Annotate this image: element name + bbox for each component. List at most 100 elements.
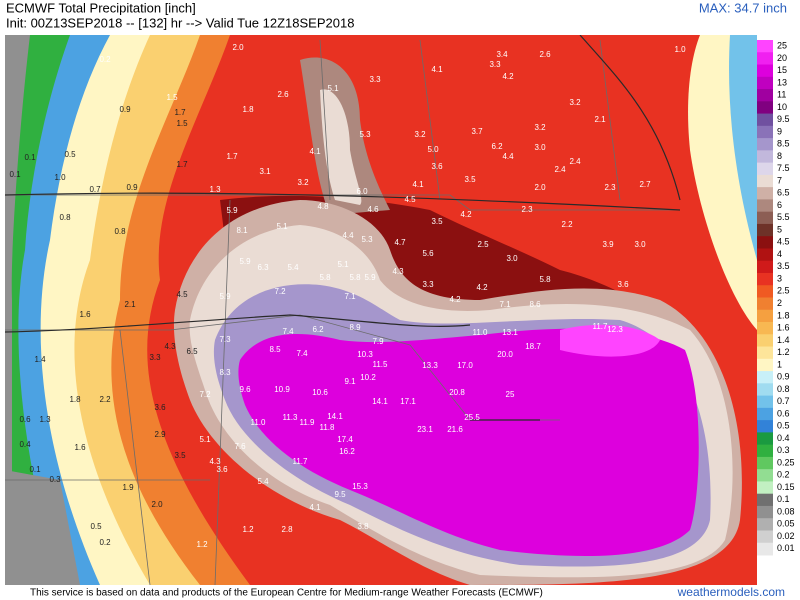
color-swatch bbox=[757, 187, 773, 200]
colorbar-label: 13 bbox=[777, 77, 787, 87]
color-swatch bbox=[757, 407, 773, 421]
color-swatch bbox=[757, 420, 773, 433]
color-swatch bbox=[757, 64, 773, 78]
map-value-label: 17.4 bbox=[337, 435, 353, 444]
map-value-label: 1.5 bbox=[176, 119, 188, 128]
map-value-label: 5.1 bbox=[199, 435, 211, 444]
map-value-label: 0.5 bbox=[64, 150, 76, 159]
colorbar-label: 10 bbox=[777, 102, 787, 112]
map-value-label: 20.8 bbox=[449, 388, 465, 397]
map-value-label: 2.0 bbox=[534, 183, 546, 192]
map-value-label: 5.3 bbox=[359, 130, 371, 139]
map-value-label: 3.5 bbox=[174, 451, 186, 460]
map-value-label: 5.1 bbox=[327, 84, 339, 93]
map-value-label: 0.3 bbox=[49, 475, 61, 484]
color-swatch bbox=[757, 444, 773, 458]
color-swatch bbox=[757, 260, 773, 274]
map-value-label: 3.6 bbox=[216, 465, 228, 474]
map-value-label: 11.0 bbox=[251, 418, 267, 427]
map-value-label: 7.2 bbox=[199, 390, 211, 399]
map-value-label: 7.4 bbox=[282, 327, 294, 336]
map-value-label: 1.0 bbox=[54, 173, 66, 182]
map-value-label: 3.9 bbox=[602, 240, 614, 249]
color-swatch bbox=[757, 518, 773, 531]
colorbar-label: 0.1 bbox=[777, 494, 790, 504]
map-value-label: 0.6 bbox=[19, 415, 31, 424]
map-value-label: 3.3 bbox=[489, 60, 501, 69]
colorbar-label: 1 bbox=[777, 359, 782, 369]
map-value-label: 3.5 bbox=[431, 217, 443, 226]
map-value-label: 6.3 bbox=[257, 263, 269, 272]
colorbar-label: 0.2 bbox=[777, 470, 790, 480]
map-value-label: 1.7 bbox=[176, 160, 188, 169]
colorbar-label: 2.5 bbox=[777, 286, 790, 296]
color-swatch bbox=[757, 248, 773, 262]
color-swatch bbox=[757, 505, 773, 519]
color-swatch bbox=[757, 346, 773, 360]
map-value-label: 4.1 bbox=[412, 180, 424, 189]
map-value-label: 2.1 bbox=[124, 300, 136, 309]
color-swatch bbox=[757, 125, 773, 139]
map-value-label: 6.2 bbox=[491, 142, 503, 151]
colorbar-label: 8 bbox=[777, 151, 782, 161]
colorbar-label: 1.8 bbox=[777, 310, 790, 320]
map-value-label: 4.1 bbox=[431, 65, 443, 74]
map-value-label: 2.1 bbox=[594, 115, 606, 124]
map-value-label: 25.5 bbox=[464, 413, 480, 422]
color-swatch bbox=[757, 272, 773, 286]
map-value-label: 1.8 bbox=[242, 105, 254, 114]
colorbar-label: 3 bbox=[777, 273, 782, 283]
map-value-label: 3.0 bbox=[534, 143, 546, 152]
colorbar-label: 0.4 bbox=[777, 433, 790, 443]
map bbox=[5, 35, 757, 585]
colorbar-label: 7 bbox=[777, 175, 782, 185]
map-value-label: 3.3 bbox=[149, 353, 161, 362]
map-value-label: 20.0 bbox=[497, 350, 513, 359]
map-value-label: 5.6 bbox=[422, 249, 434, 258]
map-value-label: 3.1 bbox=[259, 167, 271, 176]
map-value-label: 10.9 bbox=[274, 385, 290, 394]
map-value-label: 0.2 bbox=[99, 538, 111, 547]
map-value-label: 1.7 bbox=[174, 108, 186, 117]
colorbar-label: 8.5 bbox=[777, 139, 790, 149]
map-value-label: 21.6 bbox=[447, 425, 463, 434]
colorbar: 25 20 15 13 11 10 9.5 9 8.5 8 7.5 7 6.5 6 5.5 5 4.5 4 3.5 3… bbox=[757, 40, 795, 556]
map-value-label: 7.2 bbox=[274, 287, 286, 296]
map-value-label: 2.7 bbox=[639, 180, 651, 189]
map-value-label: 3.2 bbox=[414, 130, 426, 139]
map-value-label: 8.9 bbox=[349, 323, 361, 332]
map-value-label: 17.0 bbox=[457, 361, 473, 370]
credit: This service is based on data and produc… bbox=[30, 588, 543, 599]
map-value-label: 7.1 bbox=[499, 300, 511, 309]
colorbar-label: 0.15 bbox=[777, 482, 795, 492]
colorbar-label: 11 bbox=[777, 90, 786, 100]
map-value-label: 4.3 bbox=[209, 457, 221, 466]
map-value-label: 3.4 bbox=[496, 50, 508, 59]
color-swatch bbox=[757, 138, 773, 151]
colorbar-label: 25 bbox=[777, 41, 787, 51]
map-value-label: 11.5 bbox=[373, 360, 389, 369]
colorbar-label: 15 bbox=[777, 65, 787, 75]
map-value-label: 3.6 bbox=[431, 162, 443, 171]
color-swatch bbox=[757, 358, 773, 372]
map-value-label: 25 bbox=[506, 390, 515, 399]
map-value-label: 10.3 bbox=[357, 350, 373, 359]
color-swatch bbox=[757, 52, 773, 66]
colorbar-label: 5 bbox=[777, 224, 782, 234]
map-value-label: 13.1 bbox=[502, 328, 518, 337]
map-value-label: 3.8 bbox=[357, 522, 369, 531]
map-value-label: 23.1 bbox=[417, 425, 433, 434]
color-swatch bbox=[757, 432, 773, 446]
map-labels: 0.2 1.5 1.7 1.5 1.8 2.0 2.6 0.9 0.5 0.1 1.0 0.1 1.7 1… bbox=[9, 43, 686, 549]
map-value-label: 5.9 bbox=[239, 257, 251, 266]
map-value-label: 2.8 bbox=[281, 525, 293, 534]
map-value-label: 4.2 bbox=[449, 295, 461, 304]
colorbar-label: 9.5 bbox=[777, 114, 790, 124]
map-value-label: 2.9 bbox=[154, 430, 166, 439]
map-value-label: 5.1 bbox=[337, 260, 349, 269]
colorbar-label: 1.6 bbox=[777, 323, 790, 333]
map-value-label: 2.4 bbox=[569, 157, 581, 166]
map-value-label: 0.1 bbox=[24, 153, 36, 162]
map-value-label: 5.8 bbox=[319, 273, 331, 282]
